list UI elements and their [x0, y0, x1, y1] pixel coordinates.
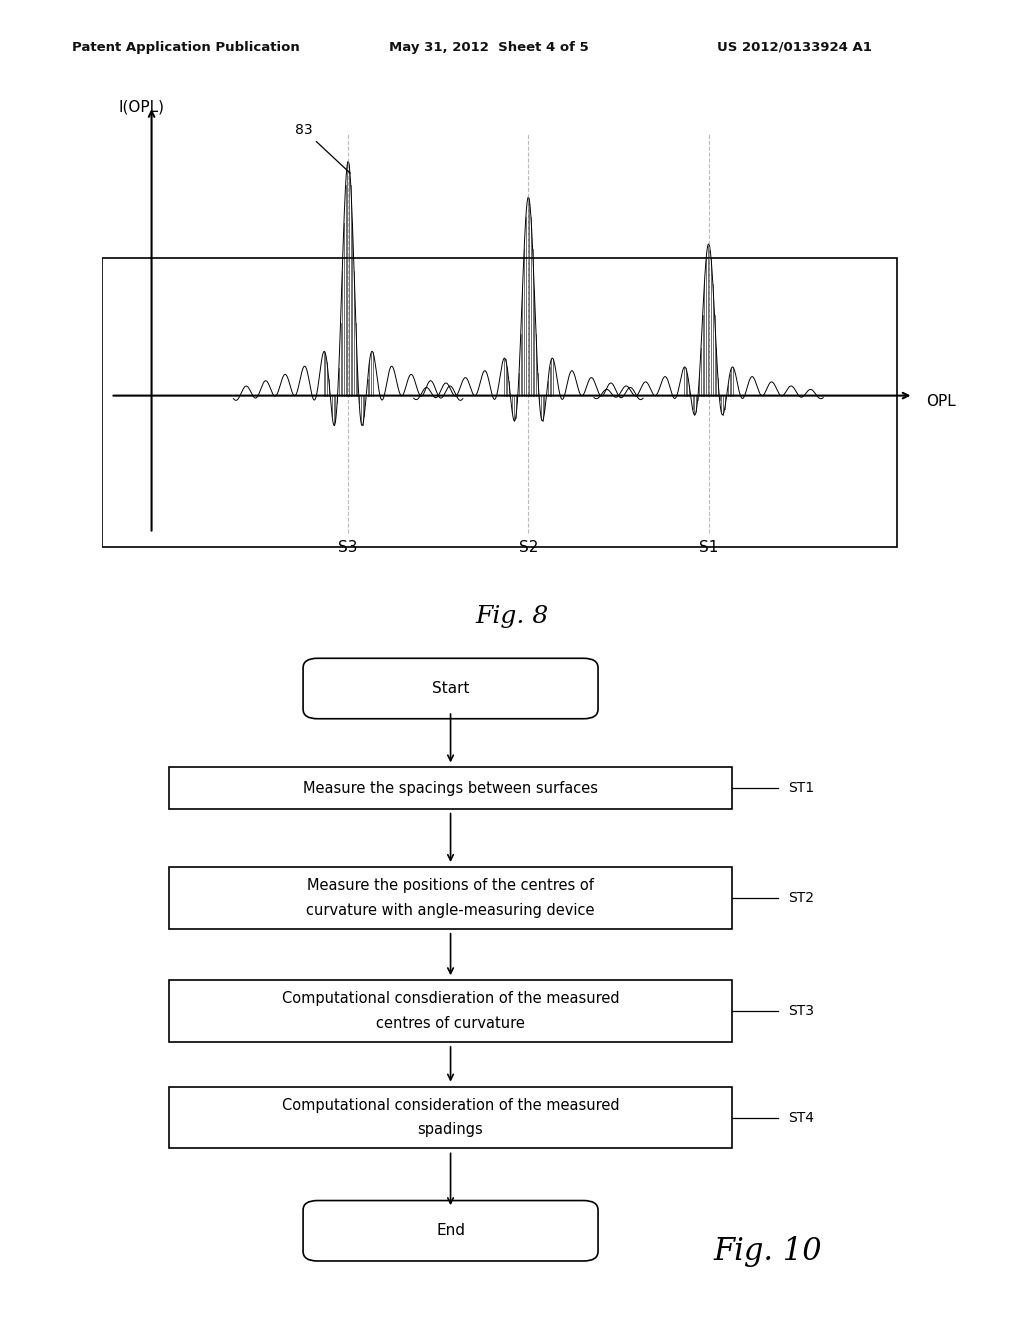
Text: Computational consdieration of the measured: Computational consdieration of the measu…: [282, 991, 620, 1006]
Text: ST4: ST4: [788, 1110, 814, 1125]
Text: spadings: spadings: [418, 1122, 483, 1138]
Text: Measure the spacings between surfaces: Measure the spacings between surfaces: [303, 780, 598, 796]
Text: centres of curvature: centres of curvature: [376, 1016, 525, 1031]
Text: ST2: ST2: [788, 891, 814, 906]
Bar: [169, 981, 732, 1041]
Text: May 31, 2012  Sheet 4 of 5: May 31, 2012 Sheet 4 of 5: [389, 41, 589, 54]
Text: Fig. 10: Fig. 10: [714, 1236, 822, 1267]
Text: S1: S1: [699, 540, 718, 556]
Text: Fig. 8: Fig. 8: [475, 605, 549, 627]
Text: End: End: [436, 1224, 465, 1238]
FancyBboxPatch shape: [303, 1201, 598, 1261]
Text: Computational consideration of the measured: Computational consideration of the measu…: [282, 1098, 620, 1113]
Text: OPL: OPL: [926, 393, 955, 409]
FancyBboxPatch shape: [303, 659, 598, 718]
Text: Patent Application Publication: Patent Application Publication: [72, 41, 299, 54]
Text: Measure the positions of the centres of: Measure the positions of the centres of: [307, 878, 594, 894]
Text: I(OPL): I(OPL): [119, 99, 165, 115]
Bar: [169, 867, 732, 929]
Text: ST3: ST3: [788, 1005, 814, 1018]
Text: S2: S2: [519, 540, 538, 556]
Bar: [169, 767, 732, 809]
Text: ST1: ST1: [788, 781, 815, 795]
Bar: [102, 257, 897, 548]
Text: US 2012/0133924 A1: US 2012/0133924 A1: [717, 41, 871, 54]
Text: S3: S3: [338, 540, 358, 556]
Text: curvature with angle-measuring device: curvature with angle-measuring device: [306, 903, 595, 917]
Text: Start: Start: [432, 681, 469, 696]
Text: 83: 83: [295, 123, 350, 173]
Bar: [169, 1086, 732, 1148]
